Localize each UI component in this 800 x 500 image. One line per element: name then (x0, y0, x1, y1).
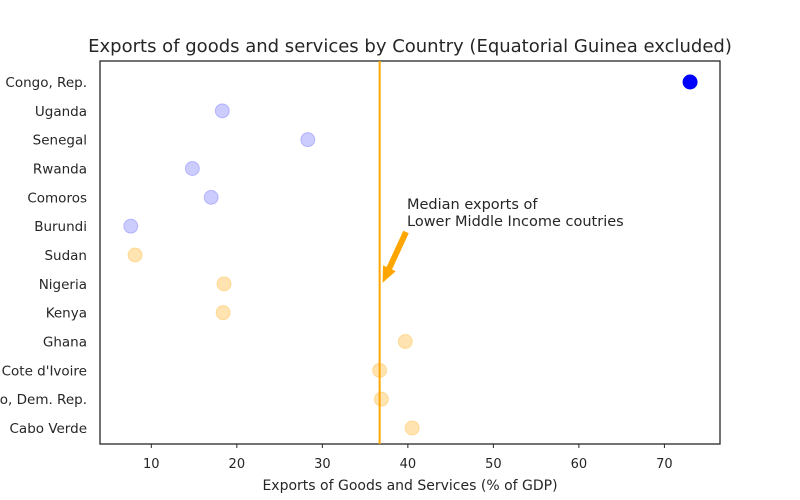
x-tick-label: 40 (400, 457, 417, 472)
chart-title: Exports of goods and services by Country… (88, 36, 732, 57)
data-points (123, 74, 698, 436)
x-tick-label: 50 (485, 457, 502, 472)
x-axis-ticks: 10 20 30 40 50 60 70 (143, 444, 673, 472)
annotation-text: Median exports of Lower Middle Income cou… (407, 197, 624, 230)
data-point (184, 161, 200, 176)
data-point (397, 334, 413, 349)
data-point (216, 276, 232, 292)
annotation-arrow (382, 230, 409, 283)
x-tick-label: 20 (229, 457, 246, 472)
data-point (300, 132, 316, 148)
category-label: Cabo Verde (10, 421, 88, 437)
category-label: Ghana (43, 335, 87, 351)
category-label: Kenya (46, 306, 87, 322)
category-label: Congo, Dem. Rep. (0, 392, 87, 408)
category-label: Cote d'Ivoire (2, 363, 87, 379)
category-label: Rwanda (33, 162, 87, 178)
data-point (127, 247, 143, 263)
category-label: Nigeria (39, 277, 87, 293)
data-point (123, 218, 139, 234)
category-label: Burundi (34, 219, 87, 235)
category-label: Congo, Rep. (5, 75, 87, 91)
data-point (404, 420, 420, 436)
x-tick-label: 30 (314, 457, 331, 472)
data-point (372, 362, 388, 378)
annotation-line: Median exports of (407, 197, 538, 213)
data-point (214, 103, 230, 119)
category-label: Senegal (33, 133, 87, 149)
data-point (215, 305, 231, 321)
category-label: Sudan (44, 248, 87, 264)
x-tick-label: 10 (143, 457, 160, 472)
data-point (373, 391, 389, 407)
category-label: Uganda (35, 104, 87, 120)
annotation-line: Lower Middle Income coutries (407, 214, 624, 230)
x-tick-label: 60 (571, 457, 588, 472)
category-labels: Congo, Rep. Uganda Senegal Rwanda Comoros Bur… (0, 75, 87, 437)
x-axis-label: Exports of Goods and Services (% of GDP) (262, 478, 557, 494)
data-point (203, 189, 219, 205)
x-tick-label: 70 (656, 457, 673, 472)
data-point (682, 74, 698, 90)
category-label: Comoros (27, 190, 87, 206)
median-annotation: Median exports of Lower Middle Income cou… (382, 197, 624, 283)
plot-area (99, 60, 721, 445)
plot-frame (99, 60, 721, 445)
